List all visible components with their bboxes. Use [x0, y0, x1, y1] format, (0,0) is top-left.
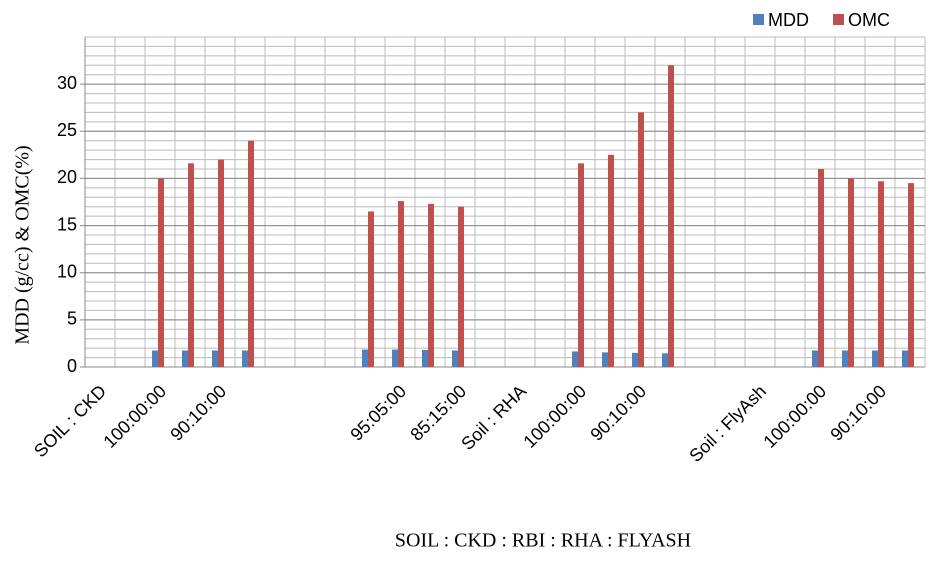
bar [668, 65, 674, 368]
x-tick-label: 100:00:00 [99, 381, 170, 452]
bar [218, 159, 224, 367]
bar [578, 163, 584, 367]
bar [242, 350, 248, 367]
bar [188, 163, 194, 367]
y-tick-label: 15 [57, 214, 77, 234]
bar [812, 350, 818, 367]
bar [842, 350, 848, 367]
bar [872, 350, 878, 367]
bar [152, 350, 158, 367]
y-tick-label: 25 [57, 120, 77, 140]
x-tick-label: 95:05:00 [346, 381, 410, 445]
bar [212, 350, 218, 367]
bar [158, 178, 164, 367]
bar [632, 352, 638, 367]
bar [452, 350, 458, 367]
x-tick-label: Soil : FlyAsh [685, 381, 770, 466]
x-tick-label: 90:10:00 [826, 381, 890, 445]
bar [662, 353, 668, 367]
bar [248, 140, 254, 367]
bar [848, 178, 854, 367]
x-axis-title: SOIL : CKD : RBI : RHA : FLYASH [395, 530, 691, 552]
x-tick-label: 90:10:00 [586, 381, 650, 445]
x-tick-label: SOIL : CKD [30, 381, 110, 461]
y-tick-label: 20 [57, 167, 77, 187]
legend-swatch [753, 14, 764, 25]
bar [818, 169, 824, 367]
bar [458, 206, 464, 367]
y-axis-title: MDD (g/cc) & OMC(%) [12, 145, 34, 344]
bar [398, 201, 404, 367]
bar [392, 349, 398, 367]
bar [422, 350, 428, 367]
bar [572, 351, 578, 367]
bar [902, 350, 908, 367]
bar [182, 350, 188, 367]
y-tick-label: 10 [57, 261, 77, 281]
bar [362, 349, 368, 367]
bar [608, 154, 614, 367]
y-tick-label: 0 [67, 356, 77, 376]
bar [908, 183, 914, 367]
y-tick-label: 5 [67, 309, 77, 329]
bar [602, 352, 608, 367]
legend-swatch [833, 14, 844, 25]
y-tick-label: 30 [57, 73, 77, 93]
x-tick-label: 100:00:00 [759, 381, 830, 452]
bar [368, 211, 374, 367]
bar [638, 112, 644, 367]
bar [878, 181, 884, 367]
legend-label: MDD [768, 10, 809, 30]
x-tick-label: 90:10:00 [166, 381, 230, 445]
x-tick-label: Soil : RHA [457, 381, 530, 454]
bar [428, 203, 434, 367]
legend-label: OMC [848, 10, 890, 30]
x-tick-label: 100:00:00 [519, 381, 590, 452]
